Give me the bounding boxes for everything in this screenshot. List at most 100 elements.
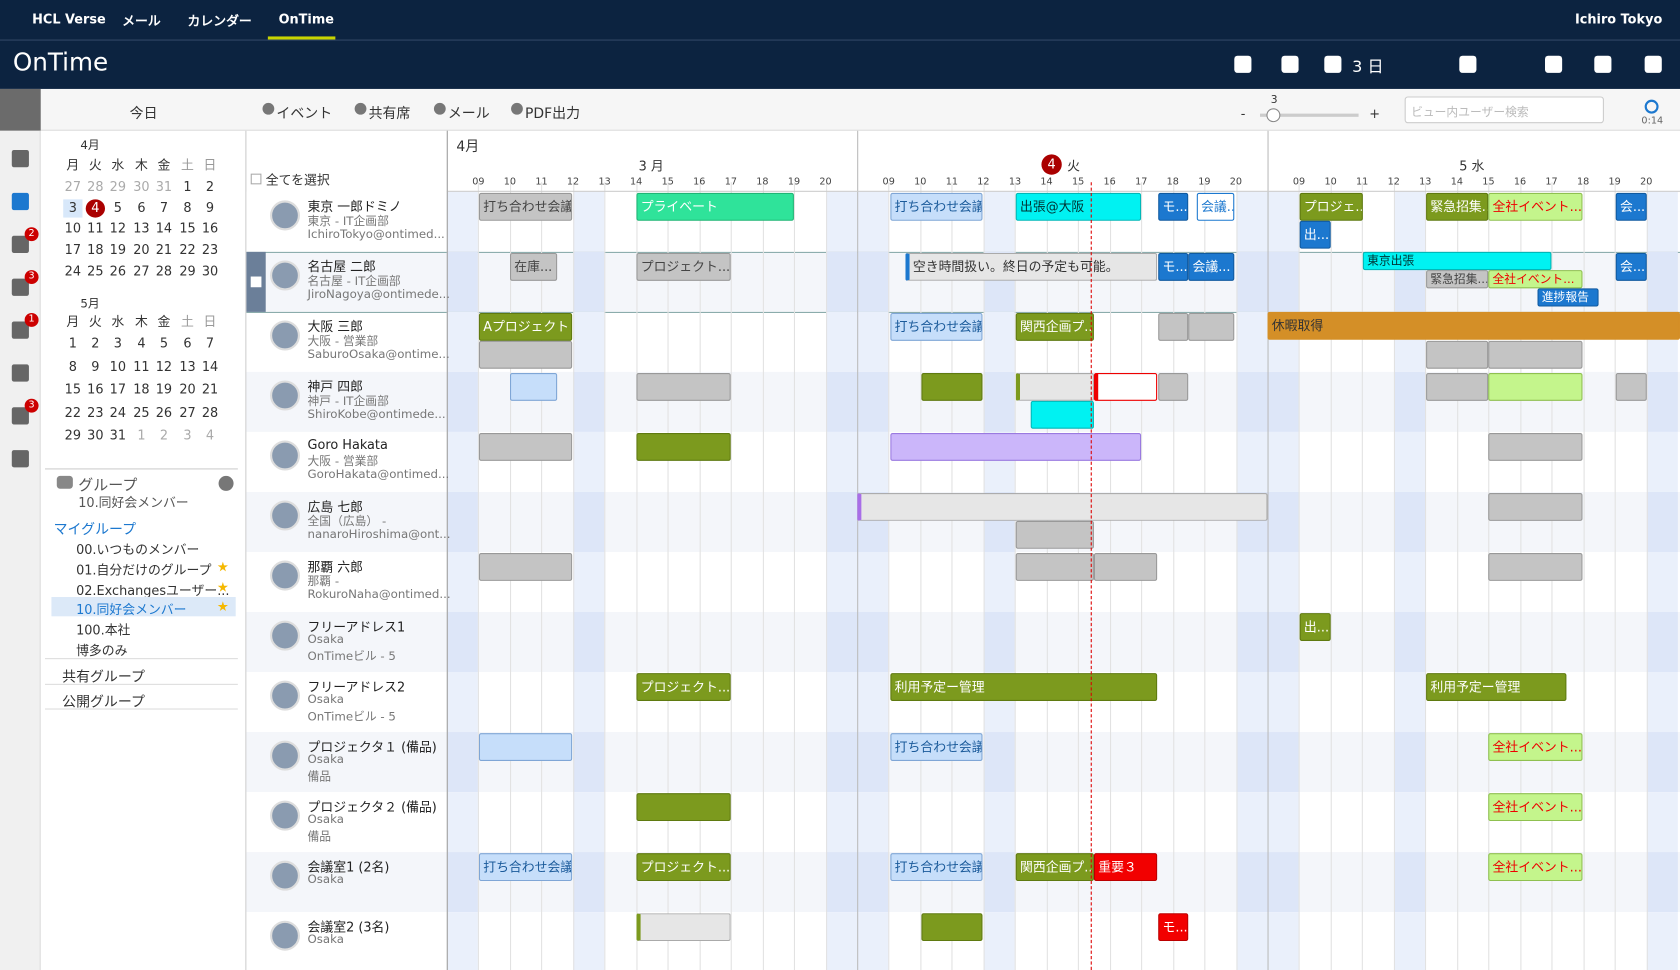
day-cell[interactable]: 29 [179, 263, 196, 279]
group-item[interactable]: 00.いつものメンバー [76, 542, 200, 558]
day-cell[interactable]: 2 [91, 335, 100, 351]
event[interactable]: 打ち合わせ会議 [478, 192, 573, 221]
day-cell[interactable]: 30 [87, 427, 104, 443]
user-name[interactable]: 会議室2 (3名) [307, 919, 390, 935]
event[interactable]: 打ち合わせ会議 [890, 312, 983, 341]
user-name[interactable]: 広島 七郎 [307, 499, 364, 515]
day-cell[interactable]: 8 [183, 200, 192, 216]
event[interactable] [1426, 372, 1489, 401]
event[interactable]: 関西企画プ... [1015, 312, 1094, 341]
day-cell[interactable]: 20 [179, 381, 196, 397]
day-cell[interactable]: 31 [109, 427, 127, 443]
event[interactable]: 出... [1299, 220, 1331, 249]
event[interactable] [1488, 372, 1583, 401]
event[interactable] [921, 913, 983, 942]
day-cell[interactable]: 20 [133, 242, 150, 258]
header-icon[interactable] [1594, 55, 1612, 73]
header-icon[interactable] [1459, 55, 1477, 73]
action-btn[interactable]: PDF出力 [525, 106, 580, 123]
nav-item[interactable]: HCL Verse [32, 11, 106, 27]
day-cell[interactable]: 6 [183, 335, 192, 351]
event[interactable] [1426, 340, 1489, 369]
user-name[interactable]: フリーアドレス2 [307, 679, 406, 695]
header-icon[interactable] [1545, 55, 1563, 73]
event[interactable]: 全社イベント... [1488, 853, 1583, 882]
nav-icon[interactable] [11, 321, 29, 339]
day-cell[interactable]: 7 [205, 335, 215, 351]
day-cell[interactable]: 27 [64, 178, 82, 194]
user-name[interactable]: 大阪 三郎 [307, 319, 364, 335]
day-cell[interactable]: 7 [159, 200, 169, 216]
day-cell[interactable]: 26 [155, 404, 173, 420]
day-cell[interactable]: 30 [201, 263, 219, 279]
nav-item[interactable]: メール [122, 13, 161, 29]
nav-icon[interactable] [11, 150, 29, 168]
action-btn[interactable]: メール [447, 106, 490, 123]
event[interactable]: 重要３ [1093, 853, 1158, 882]
event[interactable] [1093, 372, 1158, 401]
day-cell[interactable]: 15 [179, 221, 196, 237]
event[interactable]: プライベート [636, 192, 794, 221]
day-cell[interactable]: 2 [205, 178, 215, 194]
day-cell[interactable]: 4 [205, 427, 215, 443]
zoom-minus[interactable]: - [1240, 106, 1246, 122]
day-cell[interactable]: 26 [109, 263, 127, 279]
day-cell[interactable]: 12 [155, 358, 173, 374]
day-cell[interactable]: 3 [113, 335, 122, 351]
event[interactable]: 打ち合わせ会議 [478, 853, 573, 882]
event[interactable]: 在庫... [510, 252, 558, 281]
day-cell[interactable]: 31 [155, 178, 173, 194]
day-cell[interactable]: 30 [133, 178, 150, 194]
day-cell[interactable]: 13 [133, 221, 150, 237]
day-cell[interactable]: 10 [109, 358, 127, 374]
event[interactable] [478, 340, 573, 369]
event[interactable]: プロジェクト... [636, 252, 731, 281]
row-checkbox[interactable] [250, 276, 262, 288]
header-icon[interactable] [1281, 55, 1299, 73]
event[interactable] [636, 372, 731, 401]
day-cell[interactable]: 22 [179, 242, 196, 258]
nav-item[interactable]: OnTime [278, 11, 334, 27]
event[interactable] [1015, 372, 1094, 401]
event[interactable] [890, 433, 1142, 461]
my-group[interactable]: マイグループ [53, 521, 137, 539]
day-cell[interactable]: 27 [133, 263, 150, 279]
event[interactable] [478, 433, 573, 461]
nav-icon[interactable] [11, 278, 29, 296]
day-cell[interactable]: 27 [179, 404, 196, 420]
event[interactable]: 打ち合わせ会議 [890, 192, 983, 221]
day-cell[interactable]: 12 [109, 221, 127, 237]
event[interactable] [1615, 372, 1647, 401]
day-cell[interactable]: 29 [64, 427, 82, 443]
day-cell[interactable]: 23 [87, 404, 104, 420]
user-name[interactable]: 東京 一郎ドミノ [307, 199, 402, 215]
day-cell[interactable]: 17 [109, 381, 127, 397]
day-cell[interactable]: 6 [137, 200, 146, 216]
event[interactable] [1488, 493, 1583, 521]
nav-icon[interactable] [11, 364, 29, 382]
day-cell[interactable]: 28 [155, 263, 173, 279]
today-btn[interactable]: 今日 [129, 106, 158, 123]
action-btn[interactable]: 共有席 [368, 106, 411, 123]
day-cell[interactable]: 18 [133, 381, 150, 397]
user-name[interactable]: Goro Hakata [307, 437, 388, 453]
day-cell[interactable]: 9 [91, 358, 100, 374]
user-name[interactable]: 会議室1 (2名) [307, 859, 390, 875]
action-btn[interactable]: イベント [276, 106, 333, 123]
user-name[interactable]: プロジェクタ１ (備品) [307, 739, 437, 755]
day-cell[interactable]: 18 [87, 242, 104, 258]
day-cell[interactable]: 24 [64, 263, 82, 279]
event[interactable]: プロジェクト... [636, 853, 731, 882]
day-cell[interactable]: 17 [64, 242, 82, 258]
day-cell[interactable]: 4 [85, 199, 106, 218]
day-cell[interactable]: 2 [159, 427, 169, 443]
nav-icon[interactable] [11, 235, 29, 253]
event[interactable]: 関西企画プ... [1015, 853, 1094, 882]
day-cell[interactable]: 19 [109, 242, 127, 258]
event[interactable] [478, 553, 573, 581]
event[interactable]: 出... [1299, 613, 1331, 641]
event[interactable] [1488, 340, 1583, 369]
user-name[interactable]: フリーアドレス1 [307, 619, 406, 635]
event[interactable]: 出張@大阪 [1015, 192, 1142, 221]
group-item[interactable]: 02.Exchangesユーザー... [76, 583, 230, 599]
